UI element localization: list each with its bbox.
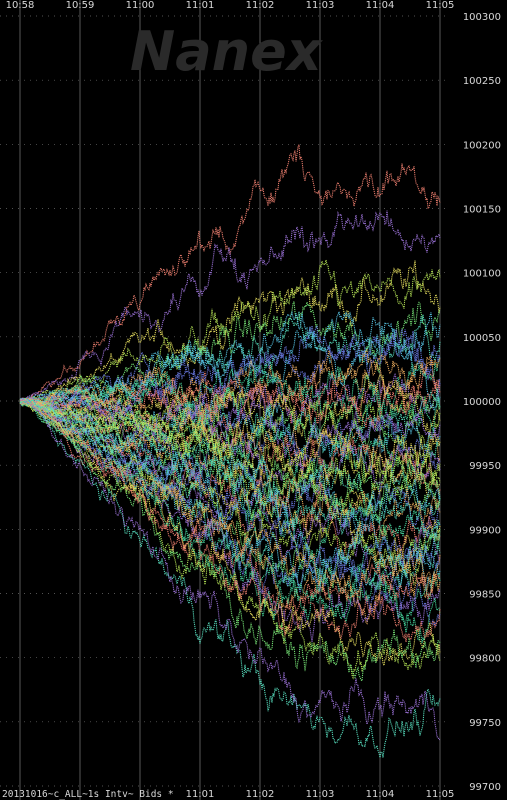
series-line (19, 392, 441, 472)
y-tick-label: 99700 (469, 782, 501, 793)
series-line (19, 325, 441, 413)
series-line (20, 210, 441, 403)
y-tick-label: 100250 (463, 76, 501, 87)
series-line (19, 397, 441, 626)
x-tick-label-top: 11:05 (426, 0, 455, 11)
series-line (19, 388, 441, 464)
x-tick-label-top: 11:04 (366, 0, 395, 11)
y-axis-right: 100300 100250 100200 100150 100100 100050 1000… (463, 12, 501, 793)
series-line (19, 144, 441, 404)
series-line (19, 400, 441, 758)
y-tick-label: 100150 (463, 205, 501, 216)
x-tick-label-bottom: 11:05 (426, 789, 455, 800)
x-axis-bottom: 11:01 11:02 11:03 11:04 11:05 (186, 789, 455, 800)
y-tick-label: 99750 (469, 718, 501, 729)
nanex-watermark: Nanex (130, 20, 324, 83)
series-line (19, 389, 441, 452)
series-line (19, 400, 441, 643)
y-tick-label: 100000 (463, 397, 501, 408)
series-line (19, 327, 441, 411)
series-line (19, 397, 441, 529)
series-line (19, 400, 441, 521)
y-tick-label: 99900 (469, 525, 501, 536)
series-line (19, 400, 441, 592)
series-line (19, 399, 441, 644)
series-line (19, 397, 441, 500)
y-tick-label: 99850 (469, 590, 501, 601)
series-line (19, 397, 441, 532)
y-tick-label: 100100 (463, 269, 501, 280)
series-line (19, 379, 441, 444)
x-tick-label-bottom: 11:03 (306, 789, 335, 800)
series-line (19, 398, 441, 594)
y-tick-label: 99950 (469, 461, 501, 472)
series-line (19, 260, 441, 406)
series-line (19, 398, 441, 668)
y-tick-label: 100300 (463, 12, 501, 23)
series-line (19, 397, 441, 539)
series-line (19, 400, 441, 561)
x-tick-label-top: 10:59 (66, 0, 95, 11)
x-tick-label-top: 10:58 (6, 0, 35, 11)
series-line (19, 397, 441, 470)
series-line (19, 364, 441, 424)
x-axis-top: 10:58 10:59 11:00 11:01 11:02 11:03 11:04 11:05 (6, 0, 455, 11)
y-tick-label: 100050 (463, 333, 501, 344)
x-tick-label-top: 11:01 (186, 0, 215, 11)
x-tick-label-bottom: 11:02 (246, 789, 275, 800)
x-tick-label-bottom: 11:04 (366, 789, 395, 800)
series-line (19, 399, 441, 542)
x-tick-label-top: 11:02 (246, 0, 275, 11)
series-line (19, 331, 441, 409)
series-line (19, 399, 441, 626)
series-line (19, 309, 441, 403)
series-line (19, 399, 440, 586)
series-line (19, 399, 441, 643)
x-tick-label-top: 11:03 (306, 0, 335, 11)
x-tick-label-top: 11:00 (126, 0, 155, 11)
footer-label: 20131016~c_ALL~1s Intv~ Bids * (2, 789, 174, 800)
series-line (19, 400, 441, 482)
series-layer (19, 144, 441, 758)
y-tick-label: 99800 (469, 654, 501, 665)
y-tick-label: 100200 (463, 140, 501, 151)
series-line (19, 366, 441, 432)
series-line (19, 399, 441, 591)
x-tick-label-bottom: 11:01 (186, 789, 215, 800)
series-line (19, 348, 441, 431)
series-line (19, 399, 441, 478)
series-line (19, 397, 441, 481)
series-line (19, 396, 441, 495)
series-line (19, 398, 441, 683)
